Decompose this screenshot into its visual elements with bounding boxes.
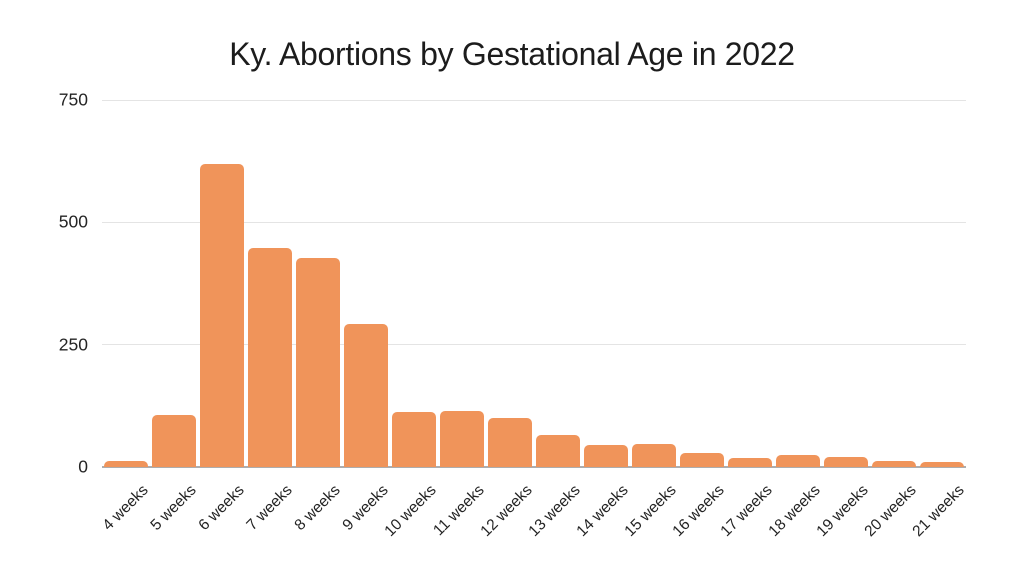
bar-20-weeks: [872, 460, 916, 467]
x-axis-line: [102, 466, 966, 468]
bar-8-weeks: [296, 258, 340, 467]
bar-19-weeks: [824, 456, 868, 467]
bar-6-weeks: [200, 163, 244, 467]
bar-15-weeks: [632, 443, 676, 467]
bar-7-weeks: [248, 247, 292, 467]
plot-area: 0 250 500 750 4 weeks 5 weeks 6 weeks 7 weeks 8 …: [59, 90, 968, 541]
y-tick-label-250: 250: [58, 334, 88, 355]
bar-16-weeks: [680, 452, 724, 467]
y-tick-label-500: 500: [58, 211, 88, 232]
bar-21-weeks: [920, 462, 964, 467]
bar-12-weeks: [488, 418, 532, 467]
bar-14-weeks: [584, 444, 628, 467]
bar-18-weeks: [776, 455, 820, 467]
gridline-750: [102, 99, 966, 101]
chart-title: Ky. Abortions by Gestational Age in 2022: [229, 36, 795, 72]
bar-9-weeks: [344, 324, 388, 467]
bar-13-weeks: [536, 434, 580, 467]
y-tick-label-0: 0: [78, 456, 88, 477]
gridline-500: [102, 221, 966, 223]
bar-10-weeks: [392, 411, 436, 467]
bar-4-weeks: [104, 461, 148, 467]
y-tick-label-750: 750: [58, 89, 88, 110]
gridline-250: [102, 344, 966, 346]
bar-5-weeks: [152, 415, 196, 467]
bar-17-weeks: [728, 457, 772, 467]
bar-11-weeks: [440, 411, 484, 467]
